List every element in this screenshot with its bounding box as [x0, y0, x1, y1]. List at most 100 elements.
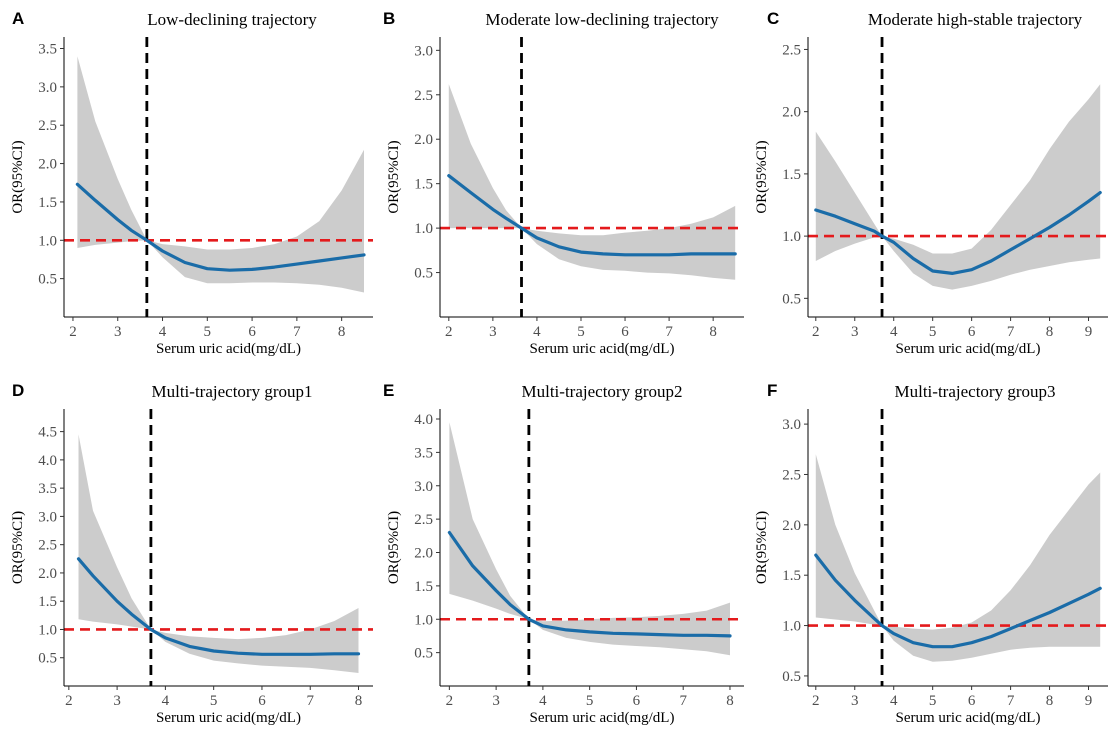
x-tick-label: 8	[726, 693, 734, 709]
y-tick-label: 0.5	[782, 669, 801, 685]
x-tick-label: 7	[1007, 693, 1015, 709]
y-tick-label: 3.5	[38, 42, 57, 58]
y-tick-label: 0.5	[38, 651, 57, 667]
x-tick-label: 9	[1085, 693, 1093, 709]
x-tick-label: 6	[633, 693, 641, 709]
x-tick-label: 3	[492, 693, 500, 709]
y-tick-label: 3.5	[38, 481, 57, 497]
or-curve	[447, 530, 732, 638]
confidence-band	[78, 434, 359, 673]
y-tick-label: 1.5	[38, 195, 57, 211]
or-curve	[76, 557, 361, 656]
x-tick-label: 7	[1007, 324, 1015, 340]
x-tick-label: 8	[338, 324, 346, 340]
y-tick-label: 1.5	[38, 594, 57, 610]
y-axis-label: OR(95%CI)	[754, 140, 770, 213]
x-tick-label: 6	[248, 324, 256, 340]
y-tick-label: 3.0	[38, 80, 57, 96]
y-tick-label: 1.5	[414, 579, 433, 595]
confidence-band	[449, 422, 730, 656]
y-tick-label: 3.0	[38, 509, 57, 525]
y-tick-label: 2.0	[414, 546, 433, 562]
y-tick-label: 1.0	[414, 221, 433, 237]
x-tick-label: 3	[489, 324, 497, 340]
panel-b: B Moderate low-declining trajectory 2 3 4 5 6 7…	[383, 9, 744, 357]
x-tick-label: 3	[114, 324, 122, 340]
x-axis-label: Serum uric acid(mg/dL)	[530, 710, 675, 726]
y-tick-label: 3.0	[414, 479, 433, 495]
x-tick-label: 2	[69, 324, 77, 340]
confidence-band	[77, 56, 365, 293]
y-tick-label: 1.0	[782, 229, 801, 245]
x-tick-label: 9	[1085, 324, 1093, 340]
y-tick-label: 1.0	[782, 619, 801, 635]
y-tick-label: 2.0	[414, 132, 433, 148]
x-tick-label: 2	[812, 693, 820, 709]
y-tick-label: 4.5	[38, 425, 57, 441]
or-curve	[814, 191, 1102, 275]
y-tick-label: 2.5	[414, 512, 433, 528]
y-tick-label: 2.5	[414, 88, 433, 104]
x-axis-label: Serum uric acid(mg/dL)	[156, 341, 301, 357]
y-tick-label: 4.0	[38, 453, 57, 469]
y-tick-label: 3.0	[414, 43, 433, 59]
panel-f: F Multi-trajectory group3 2 3 4 5 6 7 8 9 0.5 1.0 1.…	[754, 381, 1108, 726]
y-tick-label: 1.0	[414, 612, 433, 628]
y-axis-label: OR(95%CI)	[754, 511, 770, 584]
y-tick-label: 2.5	[782, 42, 801, 58]
x-tick-label: 7	[293, 324, 301, 340]
x-tick-label: 7	[306, 693, 314, 709]
panel-e: E Multi-trajectory group2 2 3 4 5 6 7 8 0.5 1.0 1.5…	[383, 381, 744, 726]
y-tick-label: 1.0	[38, 622, 57, 638]
x-tick-label: 6	[258, 693, 266, 709]
or-curve	[447, 174, 737, 257]
y-axis-label: OR(95%CI)	[386, 140, 402, 213]
y-tick-label: 2.5	[782, 467, 801, 483]
x-tick-label: 5	[210, 693, 218, 709]
x-tick-label: 3	[113, 693, 121, 709]
y-tick-label: 4.0	[414, 412, 433, 428]
x-axis-label: Serum uric acid(mg/dL)	[896, 341, 1041, 357]
y-tick-label: 2.5	[38, 118, 57, 134]
x-tick-label: 8	[709, 324, 717, 340]
panel-letter: B	[383, 9, 395, 28]
y-tick-label: 2.0	[38, 566, 57, 582]
y-tick-label: 2.0	[782, 105, 801, 121]
x-tick-label: 7	[665, 324, 673, 340]
y-axis-label: OR(95%CI)	[10, 511, 26, 584]
x-tick-label: 6	[968, 324, 976, 340]
panel-letter: A	[12, 9, 24, 28]
x-tick-label: 2	[446, 693, 454, 709]
x-tick-label: 3	[851, 693, 859, 709]
y-tick-label: 1.0	[38, 233, 57, 249]
x-tick-label: 2	[445, 324, 453, 340]
x-tick-label: 6	[968, 693, 976, 709]
x-axis-label: Serum uric acid(mg/dL)	[896, 710, 1041, 726]
panel-letter: F	[767, 381, 777, 400]
chart-title: Multi-trajectory group3	[895, 382, 1056, 401]
x-tick-label: 2	[65, 693, 73, 709]
x-tick-label: 4	[162, 693, 170, 709]
confidence-band	[815, 84, 1101, 290]
x-tick-label: 4	[890, 324, 898, 340]
x-tick-label: 4	[159, 324, 167, 340]
x-tick-label: 5	[929, 324, 937, 340]
panel-letter: C	[767, 9, 779, 28]
y-tick-label: 1.5	[782, 568, 801, 584]
y-tick-label: 1.5	[414, 177, 433, 193]
y-tick-label: 0.5	[414, 646, 433, 662]
panel-c: C Moderate high-stable trajectory 2 3 4 5 6 7 8 9…	[754, 9, 1108, 357]
x-tick-label: 5	[204, 324, 212, 340]
chart-title: Moderate low-declining trajectory	[485, 10, 719, 29]
panel-letter: D	[12, 381, 24, 400]
x-tick-label: 5	[586, 693, 594, 709]
confidence-band	[448, 84, 736, 280]
y-axis-label: OR(95%CI)	[10, 140, 26, 213]
panel-letter: E	[383, 381, 394, 400]
x-tick-label: 7	[679, 693, 687, 709]
x-tick-label: 4	[539, 693, 547, 709]
chart-title: Multi-trajectory group1	[152, 382, 313, 401]
x-tick-label: 5	[577, 324, 585, 340]
chart-title: Moderate high-stable trajectory	[868, 10, 1083, 29]
x-tick-label: 3	[851, 324, 859, 340]
